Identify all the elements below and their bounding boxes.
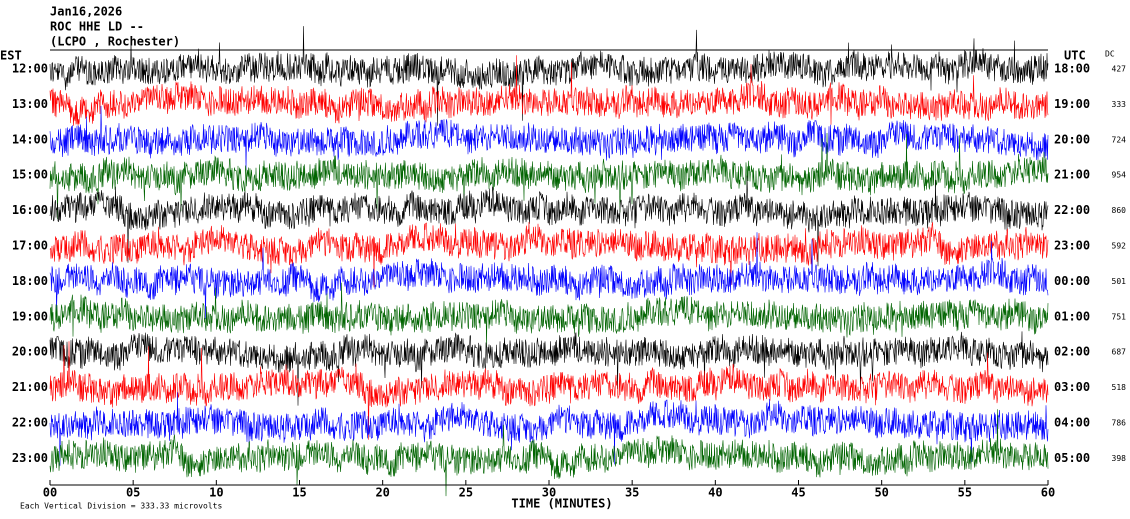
station: ROC HHE LD -- xyxy=(50,20,144,34)
utc-label: 02:00 xyxy=(1054,345,1090,359)
dc-value: 333 xyxy=(1112,100,1127,109)
dc-value: 398 xyxy=(1112,454,1127,463)
x-tick-label: 15 xyxy=(292,486,306,500)
utc-label: 01:00 xyxy=(1054,309,1090,323)
est-label: 20:00 xyxy=(12,345,48,359)
scale-note: Each Vertical Division = 333.33 microvol… xyxy=(20,502,222,511)
utc-label: 18:00 xyxy=(1054,62,1090,76)
x-tick-label: 55 xyxy=(958,486,972,500)
dc-value: 518 xyxy=(1112,383,1127,392)
trace xyxy=(49,26,1049,126)
traces xyxy=(49,26,1049,497)
dc-value: 954 xyxy=(1112,171,1127,180)
trace xyxy=(49,392,1049,466)
utc-label: 22:00 xyxy=(1054,203,1090,217)
trace xyxy=(49,331,1049,406)
utc-label: 04:00 xyxy=(1054,416,1090,430)
right-axis-title: UTC xyxy=(1064,49,1086,63)
location: (LCPO , Rochester) xyxy=(50,35,180,49)
dc-value: 751 xyxy=(1112,312,1127,321)
x-tick-label: 20 xyxy=(375,486,389,500)
est-label: 19:00 xyxy=(12,309,48,323)
date: Jan16,2026 xyxy=(50,5,122,19)
dc-value: 860 xyxy=(1112,206,1127,215)
utc-label: 19:00 xyxy=(1054,97,1090,111)
x-axis-title: TIME (MINUTES) xyxy=(511,497,612,511)
est-label: 22:00 xyxy=(12,416,48,430)
trace xyxy=(49,132,1049,220)
utc-label: 20:00 xyxy=(1054,132,1090,146)
dc-value: 501 xyxy=(1112,277,1127,286)
est-label: 16:00 xyxy=(12,203,48,217)
utc-label: 03:00 xyxy=(1054,380,1090,394)
trace xyxy=(49,282,1049,348)
x-tick-label: 35 xyxy=(625,486,639,500)
est-label: 18:00 xyxy=(12,274,48,288)
dc-value: 724 xyxy=(1112,135,1127,144)
utc-label: 21:00 xyxy=(1054,168,1090,182)
left-axis-title: EST xyxy=(0,49,22,63)
trace xyxy=(49,341,1049,440)
dc-title: DC xyxy=(1105,50,1115,59)
trace xyxy=(49,409,1049,497)
x-tick-label: 40 xyxy=(708,486,722,500)
dc-value: 786 xyxy=(1112,419,1127,428)
x-tick-label: 45 xyxy=(791,486,805,500)
est-label: 13:00 xyxy=(12,97,48,111)
trace xyxy=(49,232,1049,320)
trace xyxy=(49,55,1049,126)
est-label: 12:00 xyxy=(12,62,48,76)
x-tick-label: 10 xyxy=(209,486,223,500)
x-tick-label: 00 xyxy=(43,486,57,500)
dc-value: 687 xyxy=(1112,348,1127,357)
utc-label: 23:00 xyxy=(1054,239,1090,253)
est-label: 23:00 xyxy=(12,451,48,465)
trace xyxy=(49,221,1049,288)
est-label: 14:00 xyxy=(12,132,48,146)
dc-value: 427 xyxy=(1112,65,1127,74)
dc-value: 592 xyxy=(1112,242,1127,251)
x-tick-label: 60 xyxy=(1041,486,1055,500)
x-tick-label: 25 xyxy=(459,486,473,500)
x-tick-label: 50 xyxy=(874,486,888,500)
est-label: 17:00 xyxy=(12,239,48,253)
est-label: 21:00 xyxy=(12,380,48,394)
utc-label: 05:00 xyxy=(1054,451,1090,465)
est-label: 15:00 xyxy=(12,168,48,182)
trace xyxy=(49,175,1049,267)
x-tick-label: 05 xyxy=(126,486,140,500)
utc-label: 00:00 xyxy=(1054,274,1090,288)
trace xyxy=(49,105,1049,171)
x-tick-label: 30 xyxy=(542,486,556,500)
